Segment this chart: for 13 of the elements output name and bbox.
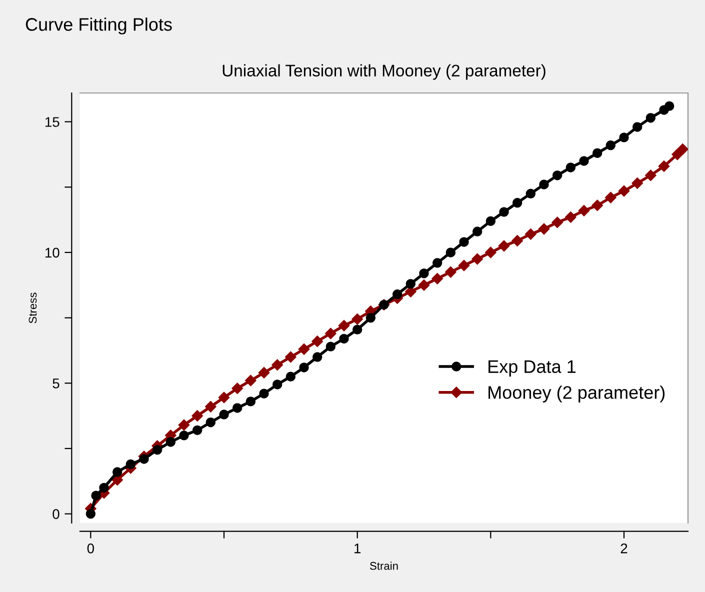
chart-title: Uniaxial Tension with Mooney (2 parameter) — [222, 64, 546, 80]
y-tick-label: 15 — [45, 117, 60, 127]
y-tick-label: 5 — [52, 378, 60, 388]
text: Curve Fitting Plots — [26, 18, 172, 34]
x-axis-title: Strain — [370, 562, 398, 570]
x-tick-label: 1 — [354, 544, 361, 554]
x-tick-label: 0 — [87, 544, 94, 554]
y-tick-label: 10 — [45, 248, 60, 258]
x-tick-label: 2 — [620, 544, 628, 554]
y-tick-label: 0 — [52, 509, 60, 520]
y-axis-title: Stress — [28, 292, 37, 324]
legend-label: Exp Data 1 — [488, 360, 576, 377]
legend-label: Mooney (2 parameter) — [488, 386, 665, 402]
